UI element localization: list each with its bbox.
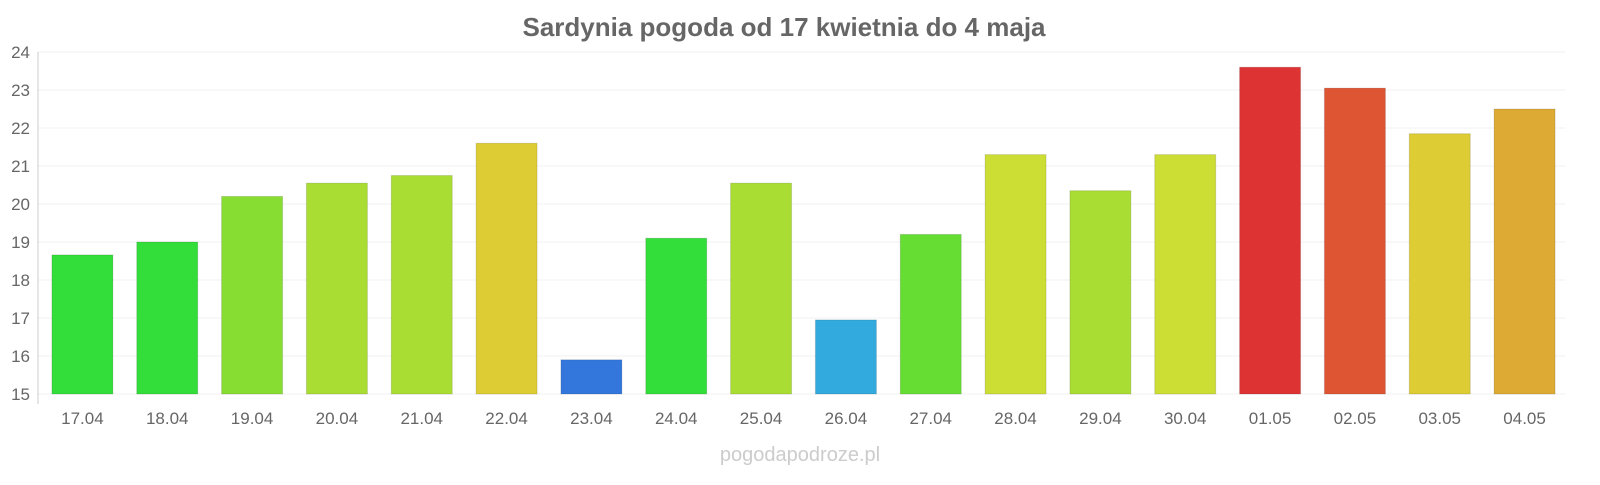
grid-lines: [38, 51, 1565, 395]
bars: [51, 66, 1556, 395]
bar-24.04: [645, 237, 708, 395]
x-tick-label: 04.05: [1503, 409, 1546, 428]
x-tick-label: 26.04: [825, 409, 868, 428]
y-tick-label: 15: [11, 385, 30, 404]
x-tick-label: 24.04: [655, 409, 698, 428]
x-tick-label: 23.04: [570, 409, 613, 428]
x-tick-label: 27.04: [909, 409, 952, 428]
x-tick-label: 25.04: [740, 409, 783, 428]
x-tick-label: 28.04: [994, 409, 1037, 428]
y-tick-label: 20: [11, 195, 30, 214]
y-tick-label: 19: [11, 233, 30, 252]
bar-22.04: [475, 142, 538, 395]
bar-26.04: [814, 319, 877, 395]
y-tick-label: 21: [11, 157, 30, 176]
bar-30.04: [1154, 154, 1217, 395]
bar-19.04: [221, 195, 284, 395]
x-tick-label: 17.04: [61, 409, 104, 428]
x-tick-label: 01.05: [1249, 409, 1292, 428]
y-tick-label: 24: [11, 43, 30, 62]
bar-23.04: [560, 359, 623, 395]
bar-21.04: [390, 175, 453, 395]
bar-29.04: [1069, 190, 1132, 395]
bar-04.05: [1493, 108, 1556, 395]
chart-title: Sardynia pogoda od 17 kwietnia do 4 maja: [522, 12, 1046, 42]
x-tick-label: 18.04: [146, 409, 189, 428]
bar-28.04: [984, 154, 1047, 395]
bar-27.04: [899, 233, 962, 395]
x-tick-label: 29.04: [1079, 409, 1122, 428]
y-tick-label: 22: [11, 119, 30, 138]
bar-02.05: [1323, 87, 1386, 395]
bar-17.04: [51, 254, 114, 395]
x-tick-label: 30.04: [1164, 409, 1207, 428]
x-tick-label: 02.05: [1334, 409, 1377, 428]
bar-01.05: [1239, 66, 1302, 395]
bar-03.05: [1408, 133, 1471, 395]
bar-25.04: [730, 182, 793, 395]
bar-20.04: [305, 182, 368, 395]
x-tick-label: 03.05: [1418, 409, 1461, 428]
y-tick-label: 23: [11, 81, 30, 100]
bar-18.04: [136, 241, 199, 395]
y-tick-label: 18: [11, 271, 30, 290]
y-axis-ticks: 15 16 17 18 19 20 21 22 23 24: [11, 43, 30, 404]
x-tick-label: 22.04: [485, 409, 528, 428]
y-tick-label: 17: [11, 309, 30, 328]
x-tick-label: 20.04: [316, 409, 359, 428]
x-axis-ticks: 17.04 18.04 19.04 20.04 21.04 22.04 23.04 24.04…: [61, 409, 1546, 428]
x-tick-label: 21.04: [400, 409, 443, 428]
y-tick-label: 16: [11, 347, 30, 366]
x-tick-label: 19.04: [231, 409, 274, 428]
watermark: pogodapodroze.pl: [720, 444, 880, 466]
